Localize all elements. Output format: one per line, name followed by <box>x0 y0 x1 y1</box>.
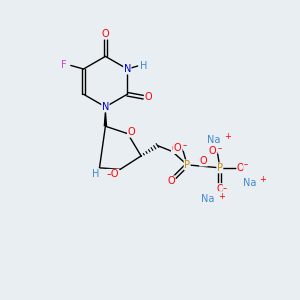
Text: O: O <box>173 143 181 153</box>
Text: N: N <box>124 64 131 74</box>
Polygon shape <box>103 107 107 126</box>
Text: Na: Na <box>207 135 220 145</box>
Text: O: O <box>208 146 216 156</box>
Text: –: – <box>244 160 248 169</box>
Text: +: + <box>260 175 266 184</box>
Text: H: H <box>140 61 147 71</box>
Text: Na: Na <box>201 194 214 204</box>
Text: O: O <box>128 127 135 137</box>
Text: +: + <box>218 192 225 201</box>
Text: O: O <box>200 156 207 166</box>
Text: –: – <box>183 141 187 150</box>
Text: F: F <box>61 60 67 70</box>
Text: N: N <box>102 102 109 112</box>
Text: P: P <box>184 160 190 170</box>
Text: –: – <box>218 144 222 153</box>
Text: H: H <box>92 169 99 179</box>
Text: –: – <box>223 184 227 193</box>
Text: O: O <box>144 92 152 102</box>
Polygon shape <box>108 169 120 175</box>
Text: –O: –O <box>106 169 119 179</box>
Text: O: O <box>237 163 244 173</box>
Text: +: + <box>224 132 231 141</box>
Text: P: P <box>217 163 223 173</box>
Text: O: O <box>216 184 224 194</box>
Text: O: O <box>102 29 109 39</box>
Text: O: O <box>167 176 175 186</box>
Text: Na: Na <box>243 178 256 188</box>
Text: O: O <box>172 143 179 154</box>
